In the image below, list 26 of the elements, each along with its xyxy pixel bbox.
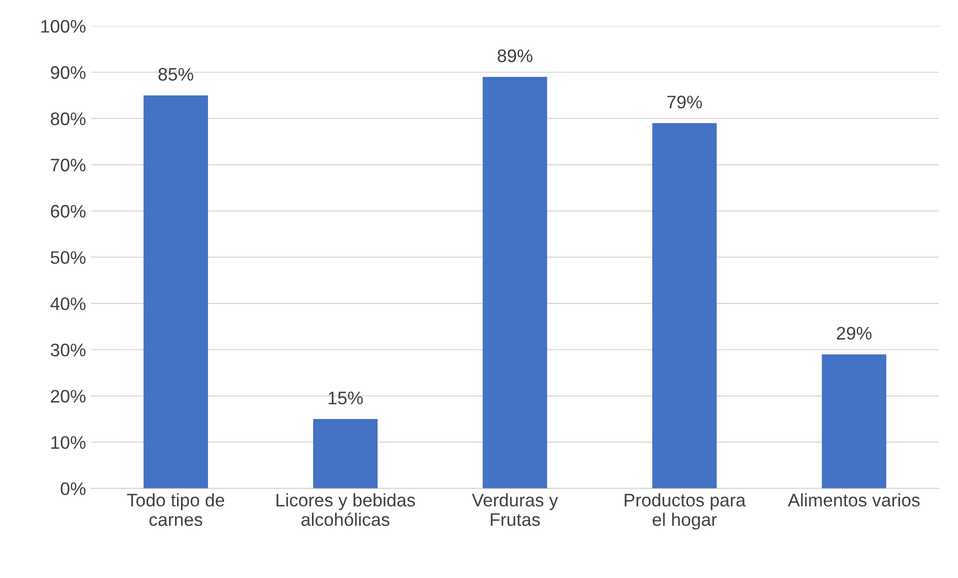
x-tick-label: Licores y bebidas alcohólicas [276, 493, 415, 526]
x-tick-label: Alimentos varios [788, 493, 920, 507]
x-tick-label: Verduras y Frutas [472, 493, 558, 526]
bar [822, 354, 886, 488]
data-label: 79% [667, 96, 702, 108]
y-tick-label: 10% [51, 436, 86, 449]
y-tick-label: 80% [50, 112, 86, 126]
data-label: 29% [836, 326, 872, 340]
y-tick-label: 60% [50, 204, 86, 218]
y-tick-label: 0% [60, 482, 86, 496]
bar [482, 76, 548, 488]
x-tick-label: Todo tipo de carnes [127, 493, 224, 526]
y-tick-label: 90% [50, 66, 86, 79]
x-tick-label: Productos para el hogar [624, 493, 746, 530]
y-tick-label: 50% [50, 251, 86, 264]
data-label: 89% [498, 49, 532, 62]
y-tick-label: 100% [41, 20, 86, 33]
data-label: 85% [158, 68, 194, 81]
data-label: 15% [328, 392, 363, 404]
y-tick-label: 20% [50, 390, 86, 403]
y-tick-label: 40% [50, 297, 86, 310]
y-tick-label: 30% [50, 344, 86, 356]
bar [313, 419, 378, 488]
y-tick-label: 70% [50, 158, 86, 172]
bar [144, 95, 208, 488]
bar [652, 123, 717, 488]
